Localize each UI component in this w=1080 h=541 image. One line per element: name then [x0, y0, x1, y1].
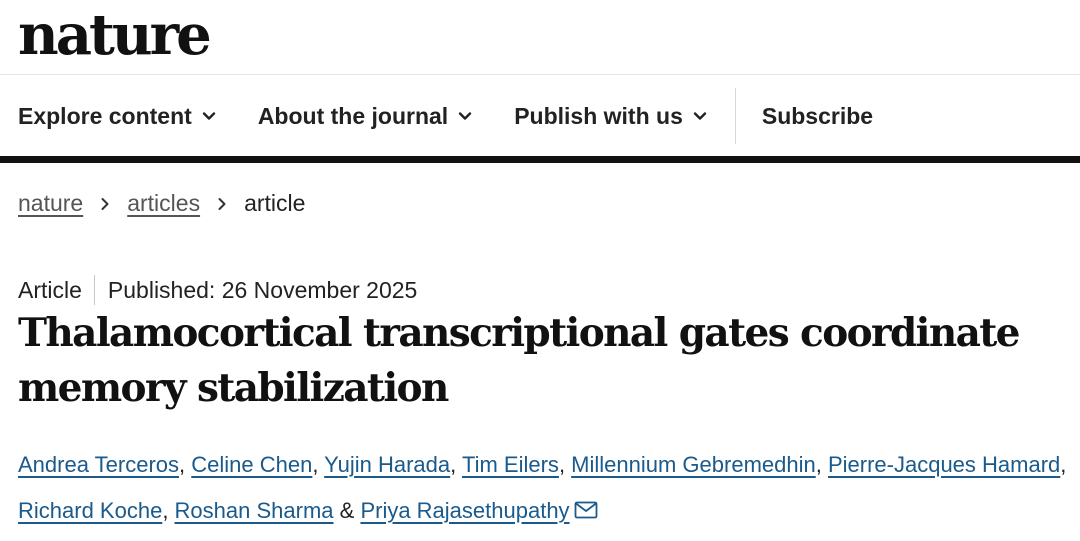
- author-link[interactable]: Tim Eilers: [461, 452, 559, 477]
- breadcrumb-current: article: [244, 190, 306, 216]
- author-link[interactable]: Roshan Sharma: [174, 498, 334, 523]
- author-link[interactable]: Andrea Terceros: [18, 452, 180, 477]
- author-list: Andrea Terceros, Celine Chen, Yujin Hara…: [18, 442, 1068, 534]
- nav-explore-content[interactable]: Explore content: [18, 103, 216, 130]
- nav-publish-with-us[interactable]: Publish with us: [514, 103, 707, 130]
- author-link[interactable]: Richard Koche: [18, 498, 163, 523]
- breadcrumb-nature[interactable]: nature: [18, 190, 84, 216]
- author-separator: ,: [558, 452, 572, 477]
- mail-icon[interactable]: [574, 501, 598, 519]
- author-separator: ,: [815, 452, 828, 477]
- author-separator: ,: [312, 452, 325, 477]
- published-date: Published: 26 November 2025: [107, 276, 418, 303]
- breadcrumb-articles[interactable]: articles: [127, 190, 201, 216]
- author-separator: ,: [179, 452, 192, 477]
- nature-logo[interactable]: nature: [18, 2, 212, 68]
- main-nav: Explore content About the journal Publis…: [18, 88, 915, 144]
- chevron-down-icon: [458, 112, 472, 120]
- author-separator: ,: [1060, 452, 1067, 477]
- meta-divider: [93, 275, 95, 305]
- chevron-right-icon: [101, 197, 109, 210]
- nav-divider: [734, 88, 736, 144]
- chevron-right-icon: [218, 197, 226, 210]
- nav-about-the-journal-label: About the journal: [257, 102, 449, 129]
- author-link[interactable]: Pierre-Jacques Hamard: [827, 452, 1061, 477]
- header-rule: [0, 156, 1080, 163]
- article-title: Thalamocortical transcriptional gates co…: [18, 310, 1021, 411]
- chevron-down-icon: [693, 112, 707, 120]
- author-link[interactable]: Priya Rajasethupathy: [360, 498, 570, 523]
- subscribe-link[interactable]: Subscribe: [762, 103, 873, 130]
- breadcrumb: nature articles article: [18, 190, 305, 217]
- chevron-down-icon: [202, 112, 216, 120]
- author-separator: ,: [162, 498, 175, 523]
- article-meta: Article Published: 26 November 2025: [18, 275, 417, 305]
- nav-about-the-journal[interactable]: About the journal: [258, 103, 472, 130]
- nav-explore-content-label: Explore content: [18, 102, 192, 129]
- nav-publish-with-us-label: Publish with us: [514, 102, 683, 129]
- author-link[interactable]: Millennium Gebremedhin: [571, 452, 816, 477]
- author-link[interactable]: Yujin Harada: [324, 452, 451, 477]
- subscribe-label: Subscribe: [761, 102, 874, 129]
- article-type: Article: [18, 276, 82, 303]
- header-divider: [0, 74, 1080, 75]
- author-link[interactable]: Celine Chen: [191, 452, 313, 477]
- author-final-separator: &: [333, 498, 361, 523]
- author-separator: ,: [450, 452, 462, 477]
